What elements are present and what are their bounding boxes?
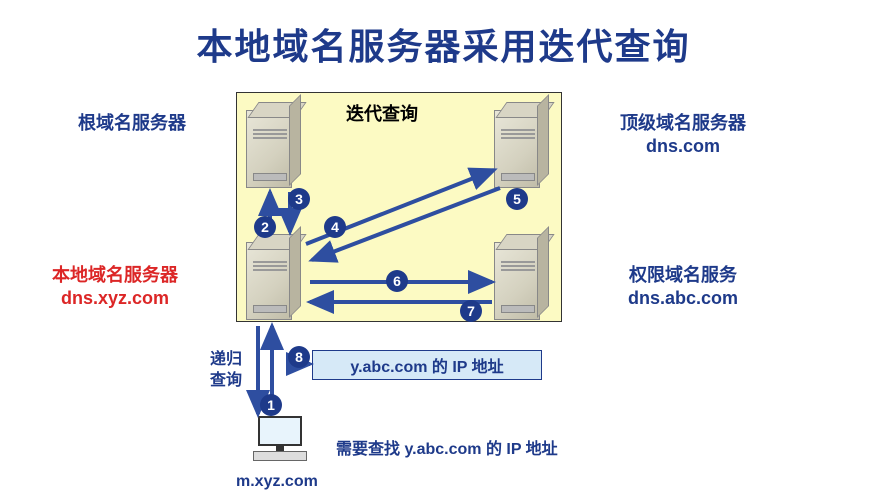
recursive-label-line1: 递归 — [210, 351, 242, 368]
local-server-icon — [246, 232, 302, 320]
step-8-badge: 8 — [288, 346, 310, 368]
client-computer-icon — [250, 416, 310, 466]
page-title: 本地域名服务器采用迭代查询 — [0, 18, 887, 70]
local-server-label: 本地域名服务器 dns.xyz.com — [52, 264, 178, 311]
local-server-label-line1: 本地域名服务器 — [52, 265, 178, 285]
root-server-label-line1: 根域名服务器 — [78, 113, 186, 133]
step-1-badge: 1 — [260, 394, 282, 416]
recursive-label: 递归 查询 — [210, 350, 242, 392]
auth-server-label: 权限域名服务 dns.abc.com — [628, 264, 738, 311]
auth-server-label-line1: 权限域名服务 — [629, 265, 737, 285]
local-server-label-line2: dns.xyz.com — [61, 288, 169, 308]
step-7-badge: 7 — [460, 300, 482, 322]
step-4-badge: 4 — [324, 216, 346, 238]
tld-server-icon — [494, 100, 550, 188]
tld-server-label-line2: dns.com — [646, 136, 720, 156]
step-3-badge: 3 — [288, 188, 310, 210]
step-5-badge: 5 — [506, 188, 528, 210]
need-label: 需要查找 y.abc.com 的 IP 地址 — [336, 440, 558, 461]
step-2-badge: 2 — [254, 216, 276, 238]
auth-server-label-line2: dns.abc.com — [628, 288, 738, 308]
tld-server-label-line1: 顶级域名服务器 — [620, 113, 746, 133]
client-label-line1: m.xyz.com — [236, 473, 318, 490]
auth-server-icon — [494, 232, 550, 320]
ip-result-box: y.abc.com 的 IP 地址 — [312, 350, 542, 380]
client-label: m.xyz.com — [236, 472, 318, 493]
ip-result-text: y.abc.com 的 IP 地址 — [350, 353, 503, 377]
tld-server-label: 顶级域名服务器 dns.com — [620, 112, 746, 159]
root-server-label: 根域名服务器 — [78, 112, 186, 135]
need-label-line1: 需要查找 y.abc.com 的 IP 地址 — [336, 441, 558, 458]
recursive-label-line2: 查询 — [210, 372, 242, 389]
iteration-label: 迭代查询 — [346, 100, 418, 126]
root-server-icon — [246, 100, 302, 188]
step-6-badge: 6 — [386, 270, 408, 292]
